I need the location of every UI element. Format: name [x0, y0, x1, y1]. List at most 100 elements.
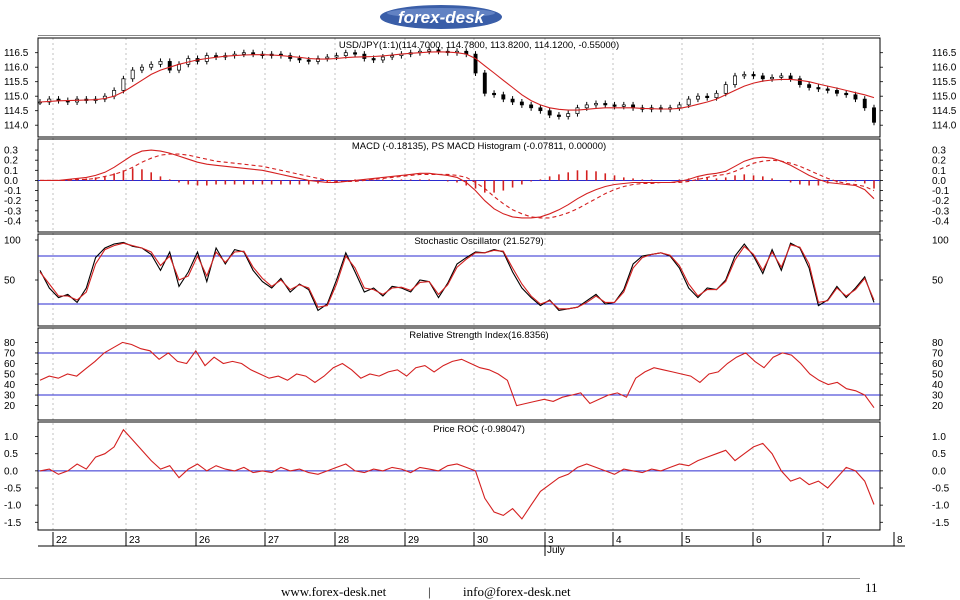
y-tick-label: 60 [4, 359, 16, 370]
x-tick-label: 22 [56, 535, 68, 546]
y-tick-label: 0.1 [932, 166, 946, 177]
candle-body [760, 75, 765, 80]
header-rule [38, 35, 880, 36]
y-tick-label: 50 [932, 276, 944, 287]
panel-frame [37, 138, 881, 233]
y-tick-label: 60 [932, 359, 944, 370]
candle-body [473, 53, 478, 74]
panel-title: Stochastic Oscillator (21.5279) [414, 236, 543, 247]
candle-body [121, 78, 126, 91]
candle-body [427, 49, 432, 52]
panel-title: Relative Strength Index(16.8356) [409, 330, 548, 341]
candle-body [594, 103, 598, 106]
y-tick-label: 0.2 [932, 156, 946, 167]
y-tick-label: -0.1 [4, 186, 22, 197]
candle-body [130, 69, 135, 80]
y-tick-label: 0.0 [4, 466, 18, 477]
y-tick-label: 70 [4, 348, 16, 359]
candle-body [306, 59, 311, 62]
candle-body [677, 104, 682, 109]
y-tick-label: 114.5 [4, 106, 29, 117]
candle-body [390, 55, 395, 58]
x-month-label: July [547, 545, 565, 556]
x-tick-label: 7 [826, 535, 832, 546]
x-tick-label: 26 [199, 535, 211, 546]
candle-body [492, 92, 497, 96]
y-tick-label: 70 [932, 348, 944, 359]
x-tick-label: 5 [685, 535, 691, 546]
y-tick-label: 115.5 [4, 77, 29, 88]
candle-body [872, 107, 876, 123]
y-tick-label: 115.0 [4, 92, 29, 103]
y-tick-label: 80 [932, 338, 944, 349]
candle-body [538, 107, 543, 112]
candle-body [510, 98, 515, 103]
candle-body [612, 104, 617, 107]
candle-body [705, 95, 710, 98]
y-tick-label: 0.3 [4, 146, 18, 157]
footer-separator: | [428, 584, 431, 599]
y-tick-label: 0.1 [4, 166, 18, 177]
candle-body [556, 114, 561, 117]
forex-chart: USD/JPY(1:1)(114.7000, 114.7800, 113.820… [4, 37, 957, 556]
x-axis: 22 23 26 27 28 29 30 3 4 5 6 7 8 July [38, 532, 905, 556]
y-tick-label: 80 [4, 338, 16, 349]
y-tick-label: 0.0 [4, 176, 18, 187]
candle-body [584, 104, 589, 109]
candle-body [788, 75, 793, 80]
candle-body [158, 61, 163, 65]
y-tick-label: 0.0 [932, 176, 946, 187]
forex-desk-logo: forex-desk [378, 4, 504, 30]
candle-body [529, 104, 534, 109]
candle-body [797, 78, 802, 85]
y-tick-label: 0.0 [932, 466, 946, 477]
x-tick-label: 28 [338, 535, 350, 546]
candle-body [371, 58, 376, 61]
candle-body [353, 52, 358, 55]
panel-frame [37, 37, 881, 138]
candle-body [575, 107, 580, 114]
footer-email-link[interactable]: info@forex-desk.net [463, 584, 571, 599]
y-tick-label: 30 [932, 391, 944, 402]
candle-body [779, 75, 784, 78]
series-line [39, 341, 875, 409]
panel-roc: Price ROC (-0.98047) 1.0 1.0 0.5 0.5 0.0 0.0 -0… [4, 421, 950, 531]
candle-body [297, 58, 302, 61]
candle-body [139, 66, 144, 71]
panel-price: USD/JPY(1:1)(114.7000, 114.7800, 113.820… [4, 37, 957, 138]
y-tick-label: 115.0 [932, 92, 957, 103]
series-line [40, 153, 875, 219]
y-tick-label: -0.2 [932, 196, 950, 207]
y-tick-label: -0.5 [932, 484, 950, 495]
candle-body [343, 52, 348, 56]
candle-body [733, 75, 737, 85]
y-tick-label: -0.3 [932, 206, 950, 217]
series-line [39, 241, 875, 312]
candle-body [482, 72, 487, 94]
candle-body [770, 76, 775, 80]
y-tick-label: 116.5 [932, 48, 957, 59]
y-tick-label: 116.0 [4, 63, 29, 74]
panel-title: USD/JPY(1:1)(114.7000, 114.7800, 113.820… [339, 40, 619, 51]
candle-body [47, 98, 52, 103]
candle-body [436, 49, 441, 52]
candle-body [519, 101, 524, 106]
candle-body [603, 103, 608, 106]
candle-body [325, 56, 330, 59]
candle-body [241, 52, 246, 55]
series-line [39, 51, 875, 111]
y-tick-label: -1.5 [4, 518, 22, 529]
candle-body [251, 52, 256, 55]
y-tick-label: 30 [4, 391, 16, 402]
panel-stochastic: Stochastic Oscillator (21.5279) 100 100 50 5… [4, 233, 949, 327]
y-tick-label: 50 [932, 370, 944, 381]
footer-website-link[interactable]: www.forex-desk.net [281, 584, 387, 599]
candle-body [686, 98, 691, 106]
y-tick-label: 20 [4, 401, 16, 412]
y-tick-label: -0.4 [4, 216, 22, 227]
y-tick-label: -0.4 [932, 216, 950, 227]
y-tick-label: 1.0 [4, 432, 18, 443]
y-tick-label: 50 [4, 370, 16, 381]
y-tick-label: 115.5 [932, 77, 957, 88]
x-tick-label: 29 [408, 535, 420, 546]
